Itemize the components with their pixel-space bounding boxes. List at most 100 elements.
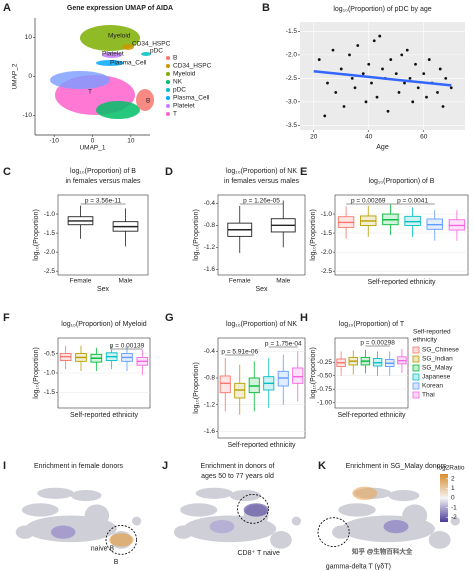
chart-title: log₁₀(Proportion) of B [70, 168, 136, 175]
cell-cloud [37, 487, 74, 499]
cell-cloud [291, 516, 302, 526]
point [449, 86, 453, 90]
point [405, 48, 409, 52]
cluster [102, 52, 122, 58]
legend-swatch [166, 112, 170, 116]
enrichment-area [383, 519, 409, 534]
legend-label: SG_Malay [422, 365, 453, 372]
x-axis-label: Self-reported ethnicity [367, 279, 436, 286]
point [361, 72, 365, 76]
y-axis-label: log₁₀(Proportion) [310, 347, 317, 399]
point [386, 109, 390, 113]
chart-title: log₁₀(Proportion) of B [369, 178, 435, 185]
y-axis-label: log₁₀(Proportion) [310, 209, 317, 261]
point [323, 114, 327, 118]
panel-label: C [3, 166, 11, 178]
panel-label: D [165, 166, 173, 178]
y-axis-label: log₁₀(Proportion) [33, 209, 40, 261]
cell-cloud [70, 489, 102, 502]
point [408, 76, 412, 80]
y-tick-label: -3.0 [286, 99, 298, 106]
cell-cloud [428, 531, 451, 549]
watermark: 知乎 @生物百科大全 [352, 547, 413, 556]
cell-cloud [15, 525, 35, 539]
p-value: p = 0.00139 [110, 343, 145, 350]
point [331, 48, 335, 52]
legend-label: Japanese [422, 374, 451, 381]
enrichment-area [50, 525, 76, 539]
legend-label: T [173, 111, 177, 118]
colorbar [440, 474, 448, 522]
x-axis-label: Sex [97, 286, 110, 293]
cluster [50, 71, 110, 89]
annotation: CD8⁺ T naive [238, 550, 280, 557]
point [389, 58, 393, 61]
panel-label: K [318, 460, 326, 472]
legend-swatch [412, 391, 420, 399]
box [404, 215, 421, 226]
point [342, 105, 346, 108]
box [292, 367, 304, 384]
annotation: gamma-delta T (γδT) [326, 563, 391, 570]
point [444, 76, 448, 80]
y-tick-label: -2.5 [286, 75, 298, 82]
chart-title: in females versus males [224, 178, 300, 185]
y-tick-label: -0.50 [317, 372, 332, 379]
panel-label: A [3, 2, 11, 14]
y-tick-label: 10 [25, 34, 33, 41]
cluster-label: Platelet [102, 51, 124, 58]
plot-background [334, 194, 469, 276]
cell-cloud [84, 504, 110, 527]
cell-cloud [388, 489, 420, 502]
x-axis-label: Self-reported ethnicity [227, 442, 296, 449]
legend-swatch [166, 104, 170, 108]
y-tick-label: -1.6 [204, 266, 216, 273]
colorbar-tick-label: 2 [451, 476, 455, 483]
point [438, 67, 442, 71]
y-tick-label: -1.5 [44, 389, 56, 396]
chart-title: in females versus males [65, 178, 141, 185]
legend-title: Self-reported [413, 329, 451, 336]
chart-title: log₁₀(Proportion) of pDC by age [333, 6, 431, 13]
legend-swatch [412, 373, 420, 381]
cell-cloud [21, 503, 59, 517]
x-tick-label: Male [276, 278, 290, 285]
panel-label: B [262, 2, 270, 14]
y-tick-label: -0.4 [204, 200, 216, 207]
box [219, 375, 231, 394]
y-tick-label: -2.0 [321, 249, 333, 256]
plot-background [57, 194, 149, 276]
annotation: B [114, 559, 119, 566]
y-tick-label: -1.0 [44, 370, 56, 377]
panel-label: E [300, 166, 307, 178]
cluster-label: B [146, 98, 150, 105]
x-axis-label: Self-reported ethnicity [70, 412, 139, 419]
cluster-label: CD34_HSPC [132, 41, 171, 48]
p-value: p = 0.00298 [360, 340, 395, 347]
y-tick-label: -1.00 [317, 399, 332, 406]
legend-label: NK [173, 79, 183, 86]
plot-background [300, 22, 465, 130]
point [378, 34, 382, 38]
panel-label: H [300, 312, 308, 324]
legend-swatch [412, 355, 420, 363]
point [397, 91, 401, 94]
y-tick-label: -0.4 [204, 348, 216, 355]
chart-title: ages 50 to 77 years old [201, 473, 274, 480]
y-tick-label: 0 [28, 73, 32, 80]
legend-swatch [166, 80, 170, 84]
p-value: p = 0.00269 [351, 198, 386, 205]
colorbar-title: log2Ratio [437, 465, 465, 472]
legend-swatch [166, 64, 170, 68]
highlight-circle [317, 517, 350, 548]
point [348, 53, 351, 57]
enrichment-area [243, 503, 269, 517]
y-tick-label: -0.25 [317, 359, 332, 366]
y-tick-label: -2.5 [321, 268, 333, 275]
legend-label: SG_Indian [422, 356, 453, 363]
point [350, 76, 354, 80]
enrichment-area [352, 486, 378, 500]
cell-cloud [450, 516, 460, 526]
chart-title: log₁₀(Proportion) of NK [226, 321, 297, 328]
